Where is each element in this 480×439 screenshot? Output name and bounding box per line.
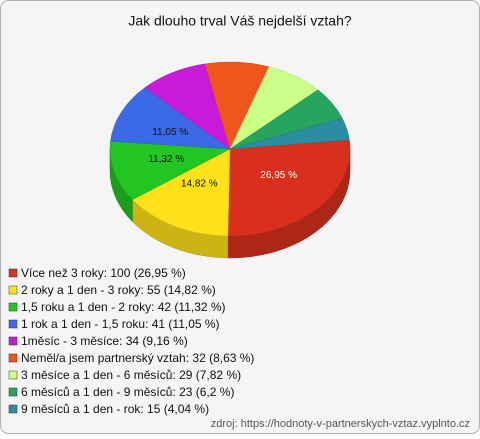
legend-swatch [8,387,18,397]
legend-label: 1měsíc - 3 měsíce: 34 (9,16 %) [21,334,188,348]
slice [229,118,350,150]
legend-swatch [8,404,18,414]
legend-swatch [8,268,18,278]
legend-swatch [8,302,18,312]
legend-label: Neměl/a jsem partnerský vztah: 32 (8,63 … [21,351,254,365]
slice [109,140,231,200]
data-label: 11,05 % [152,127,188,138]
data-label: 11,32 % [148,154,184,165]
legend-label: 1,5 roku a 1 den - 2 roky: 42 (11,32 %) [21,300,226,314]
legend: Více než 3 roky: 100 (26,95 %) 2 roky a 1… [8,266,254,416]
legend-swatch [8,353,18,363]
legend-label: 6 měsíců a 1 den - 9 měsíců: 23 (6,2 %) [21,385,234,399]
legend-swatch [8,370,18,380]
legend-label: Více než 3 roky: 100 (26,95 %) [21,266,186,280]
legend-swatch [8,336,18,346]
legend-swatch [8,319,18,329]
source-note: zdroj: https://hodnoty-v-partnerskych-vz… [211,418,470,430]
legend-label: 9 měsíců a 1 den - rok: 15 (4,04 %) [21,402,209,416]
legend-label: 2 roky a 1 den - 3 roky: 55 (14,82 %) [21,283,216,297]
pie: 26,95 % 14,82 % 11,32 % 11,05 % [109,61,351,259]
legend-label: 3 měsíce a 1 den - 6 měsíců: 29 (7,82 %) [21,368,241,382]
chart-title: Jak dlouho trval Váš nejdelší vztah? [128,13,352,29]
slice [110,87,231,150]
legend-swatch [8,285,18,295]
legend-label: 1 rok a 1 den - 1,5 roku: 41 (11,05 %) [21,317,220,331]
data-label: 14,82 % [181,178,218,189]
slice [132,148,231,237]
data-label: 26,95 % [260,170,297,181]
slice [227,139,351,237]
